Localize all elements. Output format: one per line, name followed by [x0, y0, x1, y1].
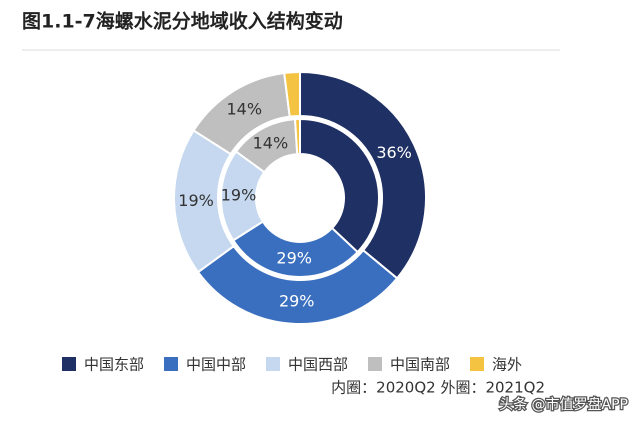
data-label: 14%: [226, 100, 262, 119]
ring-segment: [231, 220, 360, 278]
data-label: 36%: [376, 143, 412, 162]
ring-segment: [299, 70, 427, 280]
legend-label: 中国中部: [186, 356, 246, 374]
data-label: 19%: [178, 191, 214, 210]
legend-label: 中国东部: [84, 356, 144, 374]
ring-segment: [283, 70, 301, 118]
legend-swatch: [368, 357, 382, 371]
legend-swatch: [62, 357, 76, 371]
legend-label: 中国西部: [288, 356, 348, 374]
data-label: 14%: [253, 134, 289, 153]
data-label: 29%: [279, 291, 315, 310]
data-label: 29%: [276, 249, 312, 268]
ring-segment: [293, 117, 301, 156]
chart-title: 图1.1-7海螺水泥分地域收入结构变动: [22, 10, 343, 33]
watermark: 头条 @市值罗盘APP: [499, 396, 628, 413]
legend-label: 海外: [492, 356, 522, 374]
legend-swatch: [266, 357, 280, 371]
data-label: 19%: [221, 186, 257, 205]
legend-swatch: [164, 357, 178, 371]
legend-label: 中国南部: [390, 356, 450, 374]
caption: 内圈：2020Q2 外圈：2021Q2: [331, 379, 545, 397]
ring-segment: [196, 244, 399, 325]
ring-segment: [299, 117, 380, 254]
legend-swatch: [470, 357, 484, 371]
